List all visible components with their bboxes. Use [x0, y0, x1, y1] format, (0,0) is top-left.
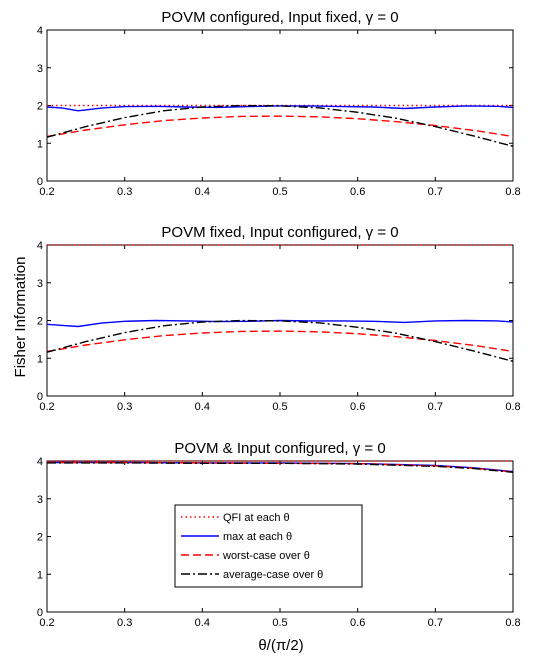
panel-2-xtick-label: 0.6: [350, 401, 365, 413]
panel-3-ytick-label: 3: [37, 494, 43, 506]
panel-2-ytick-label: 1: [37, 353, 43, 365]
legend-label-2: max at each θ: [223, 531, 292, 543]
panel-1-xtick-label: 0.6: [350, 186, 365, 198]
panel-1-xtick-label: 0.3: [117, 186, 132, 198]
panel-3-legend: QFI at each θ max at each θ worst-case ove…: [174, 504, 363, 588]
panel-1-xtick-label: 0.7: [428, 186, 443, 198]
panel-1-xtick-label: 0.8: [505, 186, 520, 198]
panel-3: POVM & Input configured, γ = 0 0.2 0.3 0.4 0…: [37, 440, 521, 629]
panel-3-ytick-label: 1: [37, 569, 43, 581]
panel-2-xtick-label: 0.4: [195, 401, 210, 413]
panel-1-ytick-label: 0: [37, 176, 43, 188]
panel-1-xtick-label: 0.5: [272, 186, 287, 198]
legend-label-1: QFI at each θ: [223, 512, 290, 524]
panel-1-xtick-label: 0.4: [195, 186, 210, 198]
panel-3-series-4-line: [47, 462, 514, 473]
panel-2-xtick-label: 0.2: [39, 401, 54, 413]
panel-1-ytick-label: 3: [37, 63, 43, 75]
panel-2-series-3-line: [46, 330, 514, 353]
panel-2-ytick-label: 3: [37, 278, 43, 290]
panel-2-xtick-label: 0.8: [505, 401, 520, 413]
panel-2-xtick-label: 0.3: [117, 401, 132, 413]
figure-xlabel: θ/(π/2): [258, 637, 303, 654]
panel-3-xtick-label: 0.5: [272, 617, 287, 629]
panel-3-title: POVM & Input configured, γ = 0: [174, 440, 385, 457]
panel-2-ytick-label: 4: [37, 240, 43, 252]
panel-1-series-4-line: [46, 104, 514, 147]
panel-1-series-3-line: [46, 115, 514, 138]
panel-3-xtick-label: 0.6: [350, 617, 365, 629]
panel-2-series-4-line: [46, 319, 514, 362]
panel-1-xtick-label: 0.2: [39, 186, 54, 198]
panel-2-ytick-label: 0: [37, 391, 43, 403]
panel-3-xtick-label: 0.8: [505, 617, 520, 629]
panel-2-title: POVM fixed, Input configured, γ = 0: [161, 224, 398, 241]
panel-1-title: POVM configured, Input fixed, γ = 0: [161, 9, 398, 26]
panel-3-ytick-label: 0: [37, 607, 43, 619]
panel-3-xtick-label: 0.4: [195, 617, 210, 629]
panel-3-xtick-label: 0.7: [428, 617, 443, 629]
panel-3-xtick-label: 0.3: [117, 617, 132, 629]
panel-3-xtick-label: 0.2: [39, 617, 54, 629]
legend-label-3: worst-case over θ: [222, 550, 310, 562]
legend-label-4: average-case over θ: [223, 569, 323, 581]
panel-1-ytick-label: 2: [37, 101, 43, 113]
panel-2: POVM fixed, Input configured, γ = 0 0.2 0.…: [37, 224, 521, 413]
panel-2-series-2-line: [46, 319, 514, 328]
panel-2-ytick-label: 2: [37, 316, 43, 328]
panel-2-xtick-label: 0.7: [428, 401, 443, 413]
panel-3-ytick-label: 2: [37, 532, 43, 544]
panel-2-xtick-label: 0.5: [272, 401, 287, 413]
panel-1-series-2-line: [46, 105, 514, 112]
panel-1-ytick-label: 1: [37, 138, 43, 150]
panel-1: POVM configured, Input fixed, γ = 0 0.2 0.…: [37, 9, 521, 198]
panel-1-ytick-label: 4: [37, 25, 43, 37]
panel-3-ytick-label: 4: [37, 456, 43, 468]
figure-ylabel: Fisher Information: [12, 257, 29, 378]
